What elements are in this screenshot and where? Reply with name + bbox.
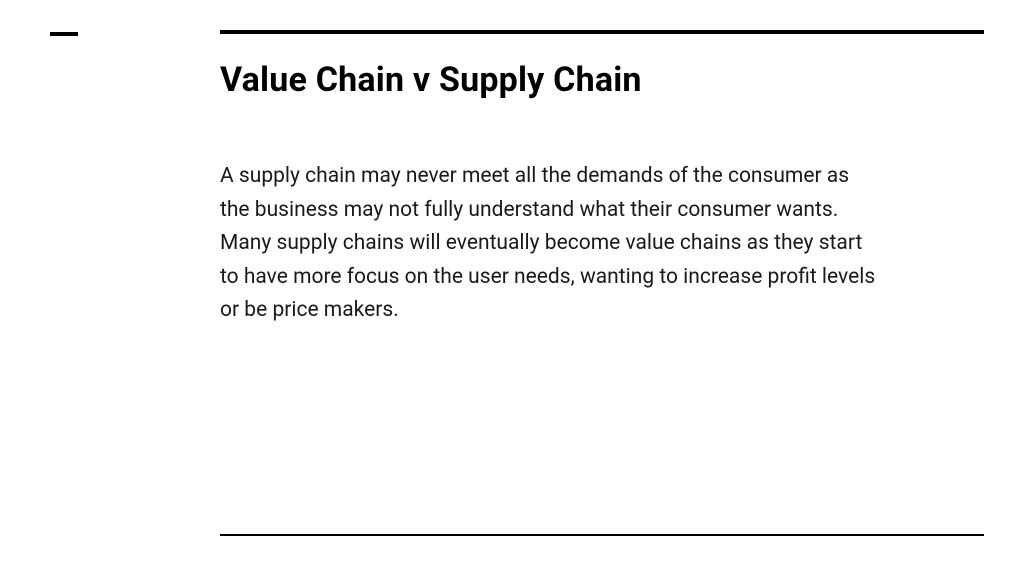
top-horizontal-rule (220, 30, 984, 34)
bottom-horizontal-rule (220, 534, 984, 536)
content-area: Value Chain v Supply Chain A supply chai… (220, 60, 984, 328)
body-paragraph: A supply chain may never meet all the de… (220, 160, 880, 328)
slide-title: Value Chain v Supply Chain (220, 60, 984, 100)
accent-dash (50, 32, 78, 36)
